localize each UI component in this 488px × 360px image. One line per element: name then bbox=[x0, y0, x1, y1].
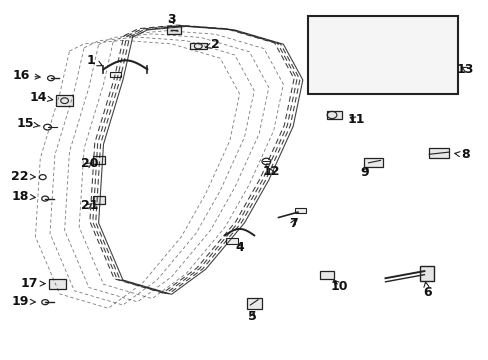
Bar bbox=[49, 279, 66, 289]
Text: 10: 10 bbox=[330, 280, 347, 293]
Bar bbox=[294, 207, 305, 213]
Bar bbox=[364, 158, 382, 167]
Text: 20: 20 bbox=[81, 157, 99, 170]
Text: 19: 19 bbox=[11, 295, 35, 308]
Text: 14: 14 bbox=[29, 91, 53, 104]
Text: 17: 17 bbox=[21, 277, 45, 290]
Bar bbox=[320, 271, 333, 279]
Text: 12: 12 bbox=[262, 165, 280, 178]
Text: 1: 1 bbox=[87, 54, 102, 67]
Text: 9: 9 bbox=[360, 166, 368, 179]
Text: 3: 3 bbox=[167, 13, 176, 26]
Bar bbox=[92, 157, 104, 164]
Text: 4: 4 bbox=[235, 241, 244, 255]
Text: 6: 6 bbox=[422, 282, 431, 299]
Text: 21: 21 bbox=[81, 198, 99, 212]
Bar bbox=[110, 72, 121, 77]
Text: 15: 15 bbox=[17, 117, 40, 130]
Bar bbox=[428, 148, 448, 158]
Bar bbox=[56, 95, 73, 106]
Bar bbox=[383, 50, 401, 60]
Bar bbox=[92, 196, 104, 203]
Bar bbox=[226, 238, 238, 244]
Text: 11: 11 bbox=[347, 113, 365, 126]
Bar bbox=[419, 266, 433, 281]
Bar bbox=[167, 26, 181, 33]
Text: 5: 5 bbox=[248, 310, 257, 323]
Bar bbox=[246, 298, 261, 309]
Text: 8: 8 bbox=[454, 148, 469, 162]
Text: 18: 18 bbox=[11, 190, 35, 203]
Text: 22: 22 bbox=[11, 170, 35, 183]
Bar bbox=[307, 16, 458, 94]
Bar bbox=[189, 43, 206, 49]
Text: 2: 2 bbox=[205, 38, 219, 51]
Bar bbox=[326, 111, 342, 119]
Text: 13: 13 bbox=[456, 63, 473, 76]
Text: 16: 16 bbox=[12, 69, 40, 82]
Text: 7: 7 bbox=[288, 217, 297, 230]
